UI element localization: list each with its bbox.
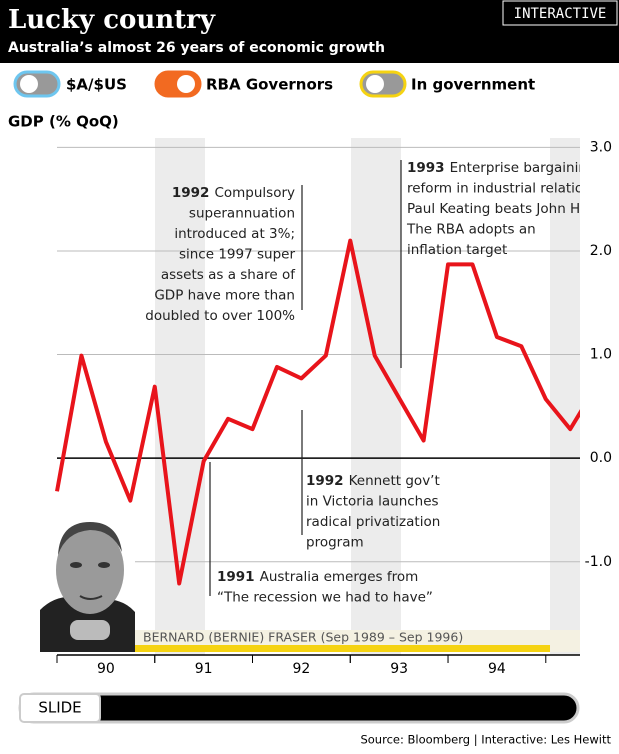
annotation: 1993 Enterprise bargainin reform in indust… xyxy=(406,160,589,258)
annotation-line: 1991 Australia emerges from xyxy=(217,569,418,585)
annotation-line: assets as a share of xyxy=(161,267,296,283)
source: Source: Bloomberg | Interactive: Les Hew… xyxy=(360,733,611,747)
annotation-line: doubled to over 100% xyxy=(145,308,295,324)
shaded-period xyxy=(550,138,580,655)
annotation-line: program xyxy=(306,535,364,551)
shaded-period xyxy=(155,138,205,655)
annotation-line: reform in industrial relatio xyxy=(407,181,583,197)
subtitle: Australia’s almost 26 years of economic … xyxy=(8,40,385,56)
annotation-text: inflation target xyxy=(407,242,507,258)
annotation-text: in Victoria launches xyxy=(306,494,439,510)
toggle[interactable]: In government xyxy=(359,70,535,98)
leader-lines xyxy=(209,160,402,596)
annotation-text: Enterprise bargainin xyxy=(450,160,587,176)
shaded-period xyxy=(351,138,401,655)
annotation-text: reform in industrial relatio xyxy=(407,181,583,197)
toggle-knob[interactable] xyxy=(20,75,38,93)
annotation-line: 1993 Enterprise bargainin xyxy=(407,160,587,176)
annotation-line: 1992 Compulsory xyxy=(172,185,295,201)
annotation-line: inflation target xyxy=(407,242,507,258)
toggle[interactable]: RBA Governors xyxy=(154,70,333,98)
annotation-text: Australia emerges from xyxy=(260,569,419,585)
annotation: 1992 Compulsory superannuation introduced a… xyxy=(145,185,296,324)
band-label: BERNARD (BERNIE) FRASER (Sep 1989 – Sep … xyxy=(143,630,463,645)
y-tick-label: -1.0 xyxy=(585,554,612,570)
slider-track[interactable] xyxy=(18,692,580,724)
toggle-knob[interactable] xyxy=(177,75,195,93)
badge-box xyxy=(502,0,618,26)
gdp-line xyxy=(55,238,580,586)
y-tick-label: 3.0 xyxy=(590,139,612,155)
annotation-text: introduced at 3%; xyxy=(174,226,295,242)
annotation: 1992 Kennett gov’t in Victoria launches rad… xyxy=(306,473,440,551)
badge: INTERACTIVE xyxy=(514,6,607,22)
annotation-line: 1992 Kennett gov’t xyxy=(306,473,440,489)
annotation-line: introduced at 3%; xyxy=(174,226,295,242)
slider-label[interactable]: SLIDE xyxy=(38,699,81,717)
toggle-label[interactable]: RBA Governors xyxy=(206,76,333,94)
annotation-text: Kennett gov’t xyxy=(349,473,440,489)
annotation-text: “The recession we had to have” xyxy=(217,590,433,606)
slider-handle[interactable] xyxy=(19,693,101,723)
annotation-line: The RBA adopts an xyxy=(406,222,536,238)
annotation-line: “The recession we had to have” xyxy=(217,590,433,606)
annotation-text: Paul Keating beats John He xyxy=(407,201,589,217)
annotation-line: since 1997 super xyxy=(179,247,295,263)
annotation-line: Paul Keating beats John He xyxy=(407,201,589,217)
annotation-text: assets as a share of xyxy=(161,267,296,283)
annotation-text: The RBA adopts an xyxy=(406,222,536,238)
grid xyxy=(57,146,580,563)
annotation-text: doubled to over 100% xyxy=(145,308,295,324)
y-axis-title: GDP (% QoQ) xyxy=(8,113,119,131)
annotation-text: GDP have more than xyxy=(154,288,295,304)
annotation-line: superannuation xyxy=(189,206,295,222)
annotation-text: Compulsory xyxy=(214,185,295,201)
y-tick-label: 2.0 xyxy=(590,243,612,259)
title: Lucky country xyxy=(8,5,216,35)
x-tick-label: 92 xyxy=(292,661,310,677)
annotation-line: radical privatization xyxy=(306,514,440,530)
annotation-year: 1993 xyxy=(407,160,445,176)
annotation-year: 1992 xyxy=(172,185,210,201)
governor-band xyxy=(135,645,550,652)
annotation-line: in Victoria launches xyxy=(306,494,439,510)
annotation-text: radical privatization xyxy=(306,514,440,530)
x-tick-label: 93 xyxy=(390,661,408,677)
annotation: 1991 Australia emerges from “The recession… xyxy=(217,569,433,606)
toggle-label[interactable]: $A/$US xyxy=(66,76,127,94)
toggle[interactable]: $A/$US xyxy=(13,70,127,98)
annotation-text: program xyxy=(306,535,364,551)
annotation-text: since 1997 super xyxy=(179,247,295,263)
portrait xyxy=(40,520,135,652)
x-tick-label: 94 xyxy=(488,661,506,677)
annotation-year: 1991 xyxy=(217,569,255,585)
x-tick-label: 91 xyxy=(195,661,213,677)
x-tick-label: 90 xyxy=(97,661,115,677)
annotation-year: 1992 xyxy=(306,473,344,489)
y-tick-label: 0.0 xyxy=(590,450,612,466)
toggle-knob[interactable] xyxy=(366,75,384,93)
x-axis: 90 91 92 93 94 xyxy=(56,654,580,677)
y-tick-label: 1.0 xyxy=(590,347,612,363)
annotation-text: superannuation xyxy=(189,206,295,222)
annotation-line: GDP have more than xyxy=(154,288,295,304)
toggle-label[interactable]: In government xyxy=(411,76,535,94)
